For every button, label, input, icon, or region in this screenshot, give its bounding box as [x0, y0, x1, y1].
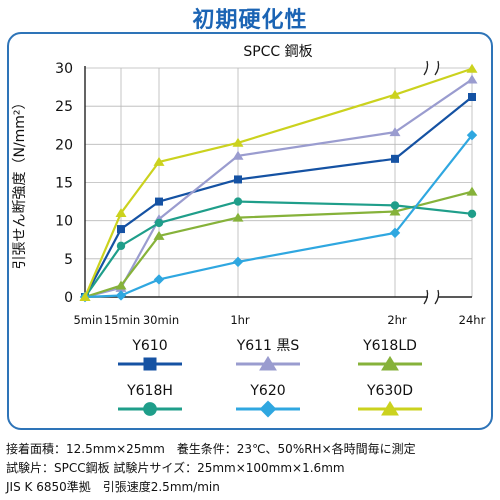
data-point	[232, 150, 244, 160]
data-point	[389, 127, 401, 137]
note-line-3: JIS K 6850準拠 引張速度2.5mm/min	[6, 480, 220, 494]
note-line-1: 接着面積：12.5mm×25mm 養生条件：23℃、50%RH×各時間毎に測定	[6, 442, 416, 456]
legend-label: Y610	[131, 338, 167, 354]
axis-break-mark	[434, 289, 440, 305]
axes	[84, 60, 472, 305]
data-point	[468, 93, 476, 102]
data-point	[116, 241, 126, 251]
legend-marker	[259, 400, 277, 418]
x-tick-label: 15min	[104, 313, 140, 327]
data-point	[232, 212, 244, 222]
axis-break-mark	[423, 60, 429, 76]
legend-label: Y611 黒S	[236, 338, 300, 354]
legend-label: Y618LD	[362, 338, 417, 354]
data-point	[117, 225, 125, 234]
series-line	[84, 200, 473, 298]
y-tick-label: 20	[55, 137, 73, 153]
data-point	[391, 154, 399, 163]
axis-break-mark	[423, 289, 429, 305]
data-point	[467, 209, 477, 218]
y-tick-label: 5	[64, 252, 73, 268]
chart-subtitle: SPCC 鋼板	[243, 44, 312, 60]
series-line	[84, 134, 473, 299]
axis-break-gap	[428, 289, 438, 305]
data-point	[389, 206, 401, 216]
data-point	[153, 156, 165, 166]
data-point	[115, 290, 127, 301]
series-line	[84, 190, 473, 299]
series-line	[84, 96, 473, 298]
data-point	[466, 63, 478, 73]
test-conditions: 接着面積：12.5mm×25mm 養生条件：23℃、50%RH×各時間毎に測定 …	[6, 440, 496, 497]
legend-label: Y620	[249, 383, 285, 399]
y-tick-label: 15	[55, 176, 73, 192]
data-point	[466, 186, 478, 196]
series-lines	[79, 63, 478, 303]
y-tick-label: 30	[55, 61, 73, 77]
data-point	[232, 256, 244, 268]
legend-label: Y618H	[126, 383, 173, 399]
data-point	[115, 280, 127, 290]
legend-marker	[381, 355, 399, 371]
data-point	[466, 74, 478, 84]
legend-marker	[143, 402, 157, 416]
line-chart: 0 5 10 15 20 25 30 5min 15min 30min 1hr 2hr 24hr SPCC…	[12, 44, 486, 418]
series-line	[83, 67, 473, 298]
x-tick-label: 30min	[143, 313, 179, 327]
y-tick-label: 25	[55, 99, 73, 115]
data-point	[389, 227, 401, 239]
note-line-2: 試験片：SPCC鋼板 試験片サイズ：25mm×100mm×1.6mm	[6, 461, 345, 475]
legend-marker	[259, 355, 277, 371]
x-tick-label: 1hr	[230, 313, 250, 327]
y-axis-label: 引張せん断強度（N/mm²）	[12, 95, 28, 269]
data-point	[390, 201, 400, 210]
legend-marker	[381, 400, 399, 416]
axis-break-mark	[434, 60, 440, 76]
axis-break-gap	[428, 60, 438, 76]
data-point	[115, 208, 127, 218]
y-tick-label: 10	[55, 214, 73, 230]
x-tick-label: 2hr	[387, 313, 407, 327]
data-point	[153, 230, 165, 240]
legend: Y610 Y611 黒S Y618LD Y618H Y620 Y630D	[118, 338, 422, 418]
data-point	[389, 89, 401, 99]
data-point	[466, 129, 478, 141]
page-title: 初期硬化性	[192, 8, 308, 33]
data-point	[155, 197, 163, 206]
axis-labels: 0 5 10 15 20 25 30 5min 15min 30min 1hr 2hr 24hr SPCC…	[12, 44, 486, 327]
legend-label: Y630D	[366, 383, 413, 399]
series-line	[84, 78, 473, 299]
x-tick-label: 24hr	[459, 313, 486, 327]
legend-marker	[143, 357, 157, 371]
data-point	[234, 175, 242, 184]
grid-lines	[85, 67, 473, 297]
data-point	[154, 218, 164, 228]
x-tick-label: 5min	[73, 313, 102, 327]
data-point	[233, 197, 243, 206]
y-tick-label: 0	[64, 290, 73, 306]
data-point	[232, 137, 244, 147]
data-point	[79, 292, 91, 301]
